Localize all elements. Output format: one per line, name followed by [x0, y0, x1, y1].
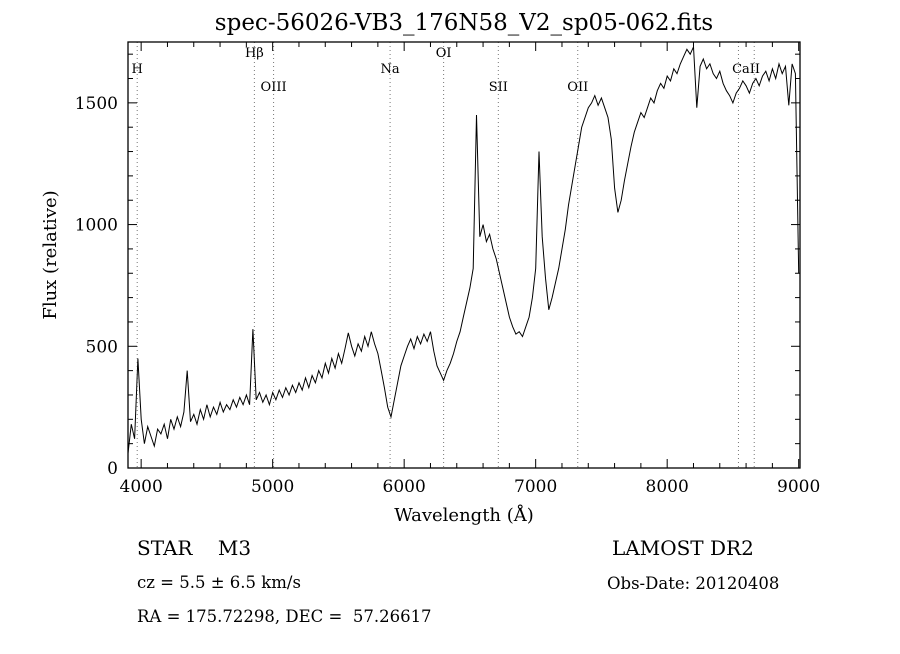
axis-labels: Wavelength (Å) Flux (relative): [40, 190, 534, 526]
spectrum-trace: [127, 46, 800, 454]
spectral-line-label: Hβ: [245, 46, 264, 61]
plot-frame: [127, 41, 801, 469]
coordinates: RA = 175.72298, DEC = 57.26617: [137, 607, 432, 626]
y-tick-label: 1500: [75, 94, 118, 114]
spectral-line-label: Na: [381, 62, 400, 77]
x-tick-label: 9000: [777, 477, 820, 497]
page-title: spec-56026-VB3_176N58_V2_sp05-062.fits: [214, 10, 714, 36]
axis-ticks: 4000 5000 6000 7000 8000 9000 0 500 1000 1500: [75, 42, 820, 497]
x-tick-label: 7000: [514, 477, 557, 497]
y-tick-label: 500: [86, 337, 118, 357]
spectral-line-label: SII: [489, 80, 508, 95]
obs-date: Obs-Date: 20120408: [607, 574, 780, 593]
spectral-line-label: OII: [567, 80, 588, 95]
y-axis-label: Flux (relative): [40, 190, 61, 319]
spectrum-line: [127, 46, 800, 454]
spectral-line-label: OI: [436, 46, 452, 61]
spectral-line-label: H: [132, 62, 143, 77]
spectral-line-label: CaII: [732, 62, 760, 77]
spectral-line-labels: H Hβ OIII Na OI SII OII CaII: [132, 46, 761, 95]
survey-label: LAMOST DR2: [612, 536, 754, 560]
y-tick-label: 1000: [75, 216, 118, 236]
x-tick-label: 5000: [251, 477, 294, 497]
x-axis-label: Wavelength (Å): [394, 504, 534, 526]
x-tick-label: 8000: [646, 477, 689, 497]
y-tick-label: 0: [107, 459, 118, 479]
x-tick-label: 4000: [120, 477, 163, 497]
object-class-label: STAR M3: [137, 536, 252, 560]
x-tick-label: 6000: [383, 477, 426, 497]
cz-value: cz = 5.5 ± 6.5 km/s: [137, 573, 301, 592]
spectral-line-markers: [136, 42, 755, 468]
spectral-line-label: OIII: [261, 80, 287, 95]
